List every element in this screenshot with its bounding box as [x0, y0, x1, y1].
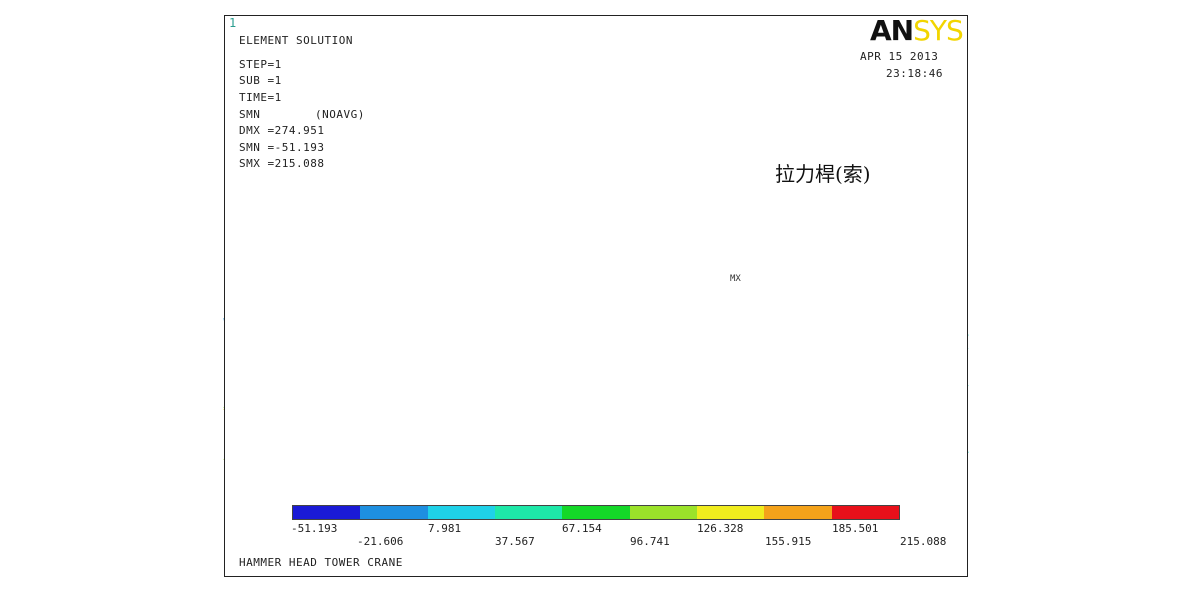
smis-label: (NOAVG): [315, 108, 365, 121]
solution-title: ELEMENT SOLUTION: [239, 34, 353, 47]
legend-bottom-label-3: 96.741: [630, 535, 670, 548]
smx-line: SMX =215.088: [239, 157, 325, 170]
legend-bottom-label-4: 155.915: [765, 535, 812, 548]
legend-segment-9: [831, 506, 899, 519]
legend-top-label-3: 67.154: [562, 522, 602, 535]
ansys-logo: ANSYS: [870, 14, 964, 47]
logo-an: AN: [870, 14, 914, 47]
legend-top-label-4: 126.328: [697, 522, 744, 535]
mx-marker: MX: [730, 274, 741, 284]
legend-bottom-label-1: -21.606: [357, 535, 404, 548]
dmx-line: DMX =274.951: [239, 124, 325, 137]
step-line: STEP=1: [239, 58, 282, 71]
legend-segment-7: [696, 506, 765, 519]
legend-top-label-1: -51.193: [291, 522, 338, 535]
date-label: APR 15 2013: [860, 50, 939, 63]
callout-label: 拉力桿(索): [775, 162, 871, 186]
legend-segment-3: [427, 506, 495, 519]
model-title: HAMMER HEAD TOWER CRANE: [239, 556, 403, 569]
legend-segment-2: [360, 506, 428, 519]
legend-segment-4: [494, 506, 563, 519]
legend-top-label-2: 7.981: [428, 522, 462, 535]
time-line: TIME=1: [239, 91, 282, 104]
legend-bottom-label-2: 37.567: [495, 535, 535, 548]
legend-segment-6: [629, 506, 697, 519]
legend-top-label-5: 185.501: [832, 522, 879, 535]
legend-segment-8: [764, 506, 832, 519]
smis-line: SMN: [239, 108, 261, 121]
legend-color-bar: [292, 505, 900, 520]
time-label: 23:18:46: [886, 67, 943, 80]
frame-number: 1: [229, 16, 237, 30]
logo-sys: SYS: [913, 14, 964, 47]
legend-segment-1: [293, 506, 361, 519]
sub-line: SUB =1: [239, 74, 282, 87]
legend-segment-5: [562, 506, 630, 519]
plot-frame: [224, 15, 968, 577]
smn-line: SMN =-51.193: [239, 141, 325, 154]
legend-bottom-label-5: 215.088: [900, 535, 947, 548]
